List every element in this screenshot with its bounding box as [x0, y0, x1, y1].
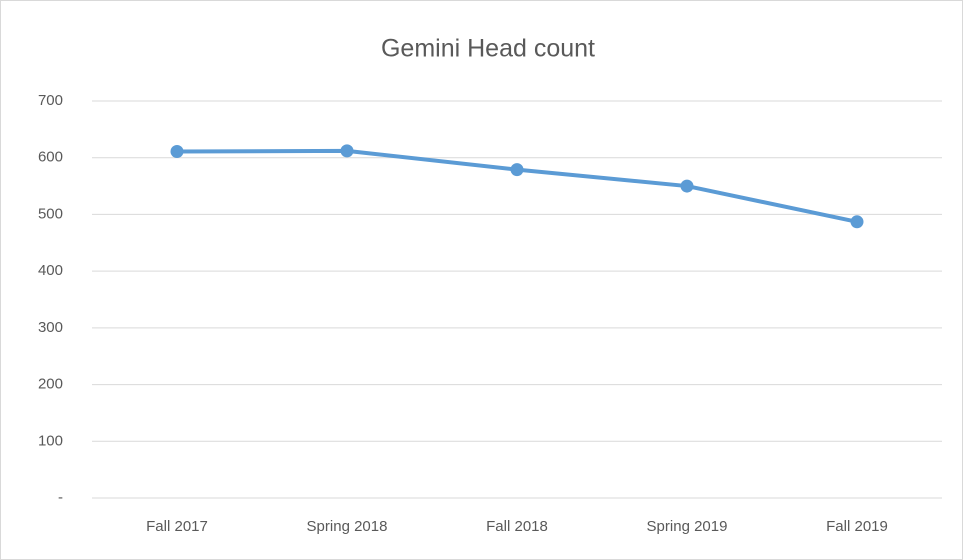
x-tick-label: Fall 2019: [826, 518, 888, 535]
y-tick-label: 200: [38, 376, 63, 393]
y-tick-label: 100: [38, 432, 63, 449]
data-point: [680, 179, 694, 193]
y-tick-label: -: [58, 489, 63, 506]
y-tick-label: 500: [38, 205, 63, 222]
x-tick-label: Spring 2019: [647, 518, 728, 535]
x-tick-label: Fall 2017: [146, 518, 208, 535]
data-point: [340, 144, 354, 158]
x-tick-label: Fall 2018: [486, 518, 548, 535]
x-tick-label: Spring 2018: [307, 518, 388, 535]
y-tick-label: 700: [38, 92, 63, 109]
chart-title: Gemini Head count: [381, 35, 595, 63]
data-point: [170, 144, 184, 158]
y-tick-label: 600: [38, 149, 63, 166]
data-point: [850, 215, 864, 229]
y-tick-label: 300: [38, 319, 63, 336]
y-tick-label: 400: [38, 262, 63, 279]
data-point: [510, 163, 524, 177]
